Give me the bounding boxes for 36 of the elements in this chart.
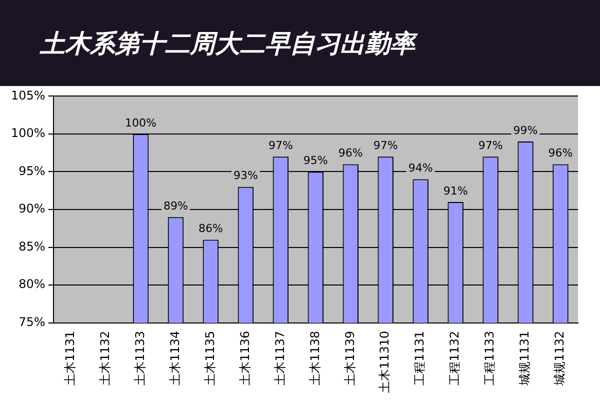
y-tick-label: 80% xyxy=(18,277,46,292)
x-tick-label: 土木1133 xyxy=(132,330,147,386)
data-label: 100% xyxy=(125,116,156,130)
y-tick-label: 105% xyxy=(10,88,46,102)
data-label: 93% xyxy=(233,169,258,182)
x-tick-label: 土木1137 xyxy=(272,330,287,386)
data-label: 95% xyxy=(303,154,328,168)
title-banner: 土木系第十二周大二早自习出勤率 xyxy=(0,0,600,86)
data-label: 97% xyxy=(268,138,293,152)
y-tick-label: 75% xyxy=(18,314,46,329)
data-label: 97% xyxy=(478,138,503,152)
x-tick-label: 土木1135 xyxy=(202,330,217,386)
y-tick-label: 90% xyxy=(18,202,46,216)
x-tick-label: 土木1134 xyxy=(168,330,182,386)
data-label: 97% xyxy=(373,138,398,152)
y-tick-label: 95% xyxy=(18,164,46,178)
y-tick-label: 100% xyxy=(10,126,46,140)
data-label: 91% xyxy=(443,184,468,198)
x-tick-label: 工程1132 xyxy=(448,330,462,386)
x-tick-label: 城规1131 xyxy=(518,330,532,386)
x-tick-label: 工程1131 xyxy=(412,330,427,386)
x-tick-label: 工程1133 xyxy=(482,330,497,386)
x-tick-label: 土木1131 xyxy=(62,330,77,386)
data-label: 86% xyxy=(198,222,223,236)
data-label: 99% xyxy=(513,124,538,137)
x-tick-label: 土木1132 xyxy=(98,330,112,386)
data-label: 96% xyxy=(338,146,363,160)
x-tick-label: 土木1139 xyxy=(342,330,357,386)
x-tick-label: 土木11310 xyxy=(378,330,392,394)
x-tick-label: 土木1138 xyxy=(308,330,322,386)
x-tick-label: 土木1136 xyxy=(238,330,252,386)
x-tick-label: 城规1132 xyxy=(552,330,567,386)
data-label: 94% xyxy=(408,162,433,175)
y-tick-label: 85% xyxy=(18,239,46,254)
data-label: 96% xyxy=(548,146,573,160)
data-label: 89% xyxy=(164,199,188,212)
